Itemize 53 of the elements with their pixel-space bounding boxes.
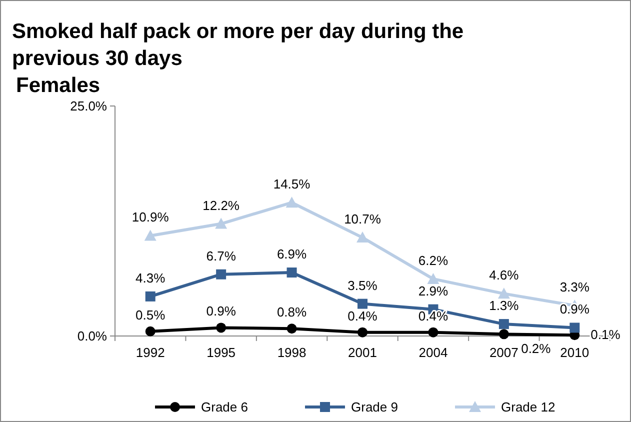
- point: [498, 288, 510, 299]
- point: [358, 298, 368, 309]
- point: [498, 329, 509, 340]
- data-label: 0.8%: [276, 304, 308, 320]
- data-label: 6.2%: [418, 252, 448, 268]
- point: [144, 230, 156, 241]
- point: [216, 322, 226, 333]
- data-label: 1.3%: [489, 298, 520, 314]
- point: [358, 327, 368, 338]
- x-tick-label: 2010: [560, 345, 590, 360]
- x-tick-label: 1998: [277, 345, 306, 360]
- point: [286, 268, 297, 278]
- y-tick-label: 25.0%: [70, 98, 108, 114]
- data-label: 0.2%: [521, 341, 552, 356]
- chart-title: Smoked half pack or more per day during the previous 30 days: [12, 20, 464, 70]
- data-label: 6.9%: [276, 246, 308, 262]
- point: [216, 269, 226, 280]
- point: [570, 322, 580, 333]
- x-tick-label: 2004: [418, 345, 448, 360]
- legend-label: Grade 12: [501, 400, 556, 415]
- point: [145, 326, 156, 336]
- x-tick-label: 1995: [206, 345, 236, 360]
- data-label: 12.2%: [202, 198, 240, 213]
- point: [427, 272, 440, 284]
- point: [286, 324, 297, 334]
- data-label: 3.3%: [560, 280, 590, 295]
- data-label: 0.9%: [206, 304, 236, 319]
- data-label: 0.9%: [560, 302, 590, 317]
- y-tick-label: 0.0%: [77, 328, 108, 344]
- data-label: 0.1%: [590, 327, 621, 342]
- data-label: 0.4%: [348, 308, 378, 324]
- data-label: 10.7%: [344, 212, 382, 227]
- point: [356, 232, 368, 243]
- data-label: 3.5%: [348, 278, 378, 293]
- data-label: 0.4%: [418, 308, 448, 324]
- legend-label: Grade 6: [201, 400, 248, 415]
- data-label: 4.6%: [489, 268, 520, 283]
- x-tick-label: 2007: [489, 345, 518, 360]
- point: [215, 218, 228, 229]
- data-label: 10.9%: [132, 210, 170, 225]
- point: [498, 319, 509, 330]
- x-tick-label: 1992: [136, 345, 165, 360]
- point: [286, 196, 298, 208]
- data-label: 4.3%: [136, 270, 166, 286]
- chart-subtitle: Females: [16, 74, 100, 97]
- data-label: 0.5%: [136, 307, 166, 322]
- data-label: 6.7%: [206, 248, 236, 264]
- point: [428, 327, 438, 338]
- point: [145, 291, 156, 302]
- x-tick-label: 2001: [348, 345, 377, 360]
- data-label: 14.5%: [273, 176, 311, 192]
- legend-label: Grade 9: [351, 400, 398, 415]
- data-label: 2.9%: [418, 283, 448, 298]
